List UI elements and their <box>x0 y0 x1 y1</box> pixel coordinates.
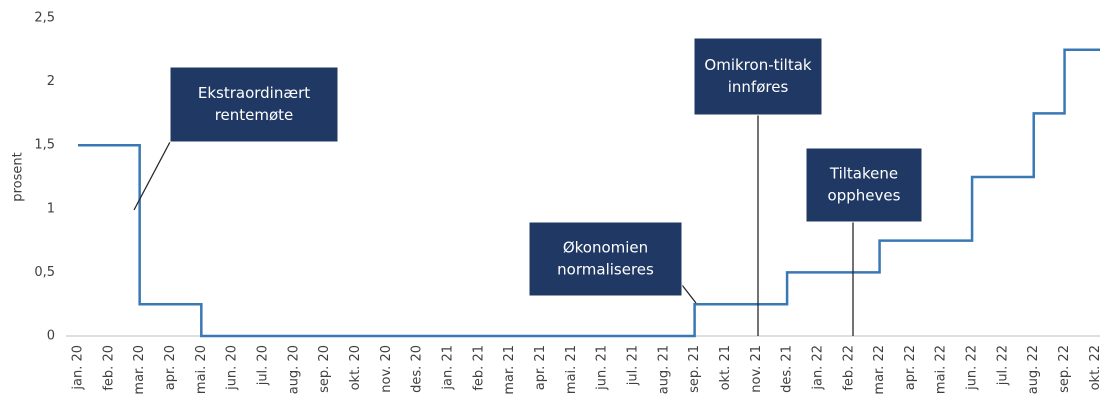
x-tick-label: nov. 21 <box>749 345 764 393</box>
x-tick-label: jun. 20 <box>225 345 240 391</box>
x-tick-label: okt. 21 <box>718 345 733 390</box>
annotation-box <box>528 221 683 297</box>
y-tick-label: 0,5 <box>34 265 55 280</box>
x-tick-label: jan. 21 <box>440 345 455 391</box>
annotation-text: innføres <box>728 78 789 96</box>
x-tick-label: jan. 20 <box>71 345 86 391</box>
annotation-box <box>693 37 823 116</box>
x-tick-label: aug. 22 <box>1026 345 1041 394</box>
x-tick-label: okt. 22 <box>1088 345 1100 390</box>
x-tick-label: feb. 21 <box>471 345 486 391</box>
x-tick-label: feb. 22 <box>841 345 856 391</box>
x-tick-label: jul. 20 <box>255 345 270 386</box>
annotation-text: Omikron-tiltak <box>704 56 811 74</box>
x-tick-label: jul. 22 <box>995 345 1010 386</box>
x-tick-label: mar. 22 <box>872 345 887 395</box>
x-tick-label: jul. 21 <box>625 345 640 386</box>
annotation-box <box>805 147 923 223</box>
x-tick-label: sep. 22 <box>1057 345 1072 393</box>
x-tick-label: nov. 20 <box>379 345 394 393</box>
x-tick-label: apr. 20 <box>163 345 178 390</box>
annotation-text: Ekstraordinært <box>198 84 310 102</box>
x-tick-label: mar. 21 <box>502 345 517 395</box>
x-tick-label: sep. 20 <box>317 345 332 393</box>
annotation-box <box>169 66 339 143</box>
callout-line <box>133 141 171 211</box>
x-tick-label: aug. 20 <box>286 345 301 394</box>
x-tick-label: feb. 20 <box>101 345 116 391</box>
x-tick-label: mai. 20 <box>194 345 209 394</box>
x-tick-label: mai. 22 <box>934 345 949 394</box>
y-tick-label: 0 <box>47 329 55 344</box>
callout-line <box>681 284 697 304</box>
x-tick-label: apr. 21 <box>533 345 548 390</box>
x-tick-label: jun. 21 <box>595 345 610 391</box>
rate-line <box>78 48 1100 338</box>
annotation-text: normaliseres <box>557 261 654 279</box>
annotation-text: oppheves <box>828 187 901 205</box>
y-tick-label: 2 <box>47 74 55 89</box>
x-tick-label: okt. 20 <box>348 345 363 390</box>
x-tick-label: jan. 22 <box>810 345 825 391</box>
annotation-text: Økonomien <box>563 239 648 257</box>
y-tick-label: 1 <box>47 201 55 216</box>
x-tick-label: mai. 21 <box>564 345 579 394</box>
y-axis-label: prosent <box>11 152 26 201</box>
y-tick-label: 2,5 <box>34 11 55 26</box>
annotation-text: Tiltakene <box>829 165 898 183</box>
y-tick-label: 1,5 <box>34 138 55 153</box>
x-tick-label: jun. 22 <box>965 345 980 391</box>
x-tick-label: sep. 21 <box>687 345 702 393</box>
x-tick-label: mar. 20 <box>132 345 147 395</box>
x-tick-label: aug. 21 <box>656 345 671 394</box>
x-tick-label: des. 21 <box>780 345 795 393</box>
annotation-text: rentemøte <box>215 106 294 124</box>
x-tick-label: apr. 22 <box>903 345 918 390</box>
x-tick-label: des. 20 <box>410 345 425 393</box>
